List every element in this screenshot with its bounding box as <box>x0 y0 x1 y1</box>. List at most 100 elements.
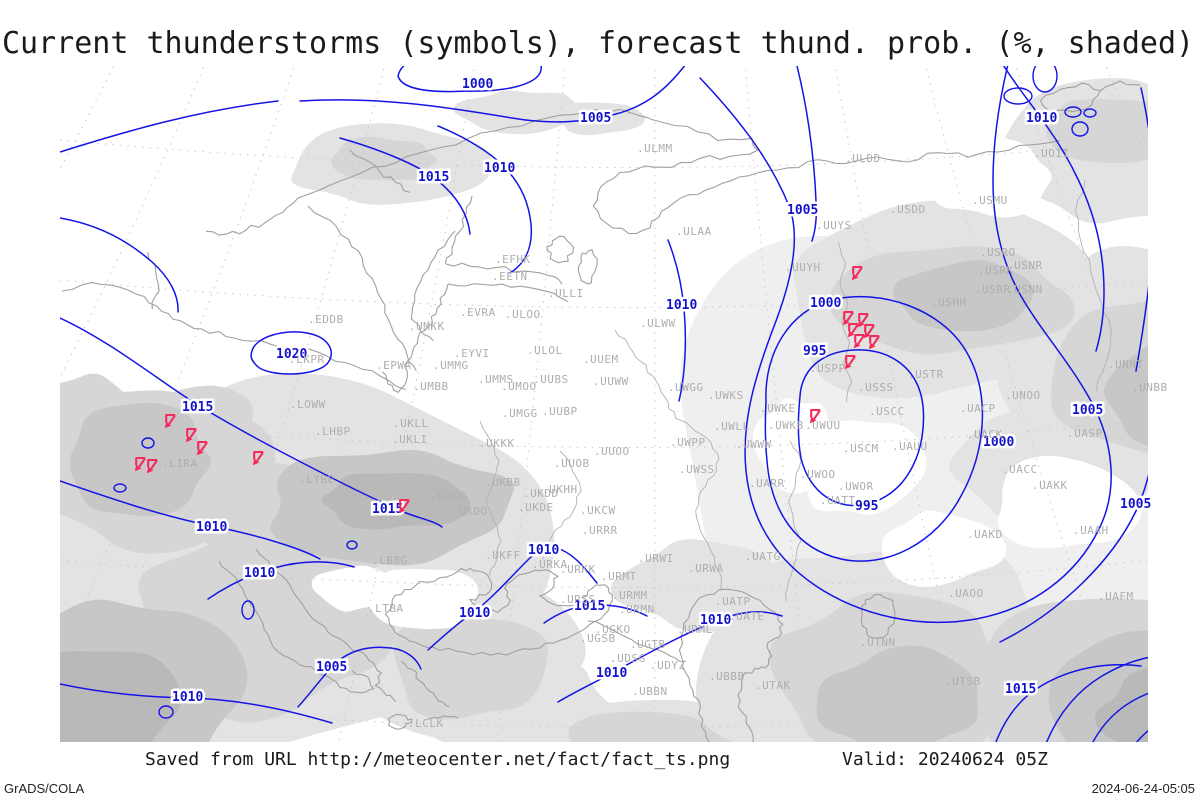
isobar-line <box>1135 87 1148 372</box>
station-id-label: .URML <box>677 623 713 636</box>
thunderstorm-icon-strokes <box>843 310 854 322</box>
station-id-label: .UMMS <box>478 373 514 386</box>
parallel-line <box>60 699 1148 728</box>
parallel-line <box>60 139 1148 168</box>
shade-blob <box>69 402 211 517</box>
coastline <box>546 235 575 264</box>
station-id-label: .USHH <box>931 296 967 309</box>
station-id-label: .UTSB <box>945 675 981 688</box>
thunderstorm-icon-strokes <box>147 458 158 470</box>
isobar-line <box>427 547 598 651</box>
shade-blob <box>331 136 437 181</box>
shade-hole <box>997 455 1142 549</box>
station-id-label: .UMMG <box>433 359 469 372</box>
isobar-line <box>543 604 648 624</box>
station-id-label: .UMGG <box>502 407 538 420</box>
station-id-label: .UOII <box>1034 147 1070 160</box>
isobar-ring <box>1083 108 1097 118</box>
station-id-label: .UWKS <box>708 389 744 402</box>
shade-hole <box>311 565 396 612</box>
station-id-label: .UKBB <box>485 476 521 489</box>
isobar-line <box>397 66 542 93</box>
station-id-label: .UKLL <box>393 417 429 430</box>
shade-hole <box>881 510 1007 588</box>
isobar-labels: 1000 1005 1010 1015 1020 1015 1010 1010 1010 1015… <box>170 75 1154 708</box>
thunderstorm-icon <box>252 450 264 466</box>
station-id-label: .UWSS <box>679 463 715 476</box>
river-line <box>1075 179 1112 392</box>
isobar-line <box>299 66 686 123</box>
isobar-ring <box>113 483 127 493</box>
isobar-label: 1015 <box>418 170 449 185</box>
coastline <box>387 713 413 730</box>
station-id-label: .UATT <box>820 494 856 507</box>
isobar-label: 1010 <box>528 543 559 558</box>
thunderstorm-icon-strokes <box>810 408 821 420</box>
thunderstorm-icon-arrowhead <box>847 330 855 338</box>
station-id-label: .EPWA <box>376 359 412 372</box>
station-id-label: .UWOO <box>800 468 836 481</box>
isobar-line <box>60 480 321 560</box>
coastline <box>444 195 473 264</box>
station-id-label: .UKFF <box>485 549 521 562</box>
station-id-label: .EVRA <box>460 306 496 319</box>
isobar-label: 1005 <box>787 203 818 218</box>
river-line <box>837 241 853 403</box>
thunderstorm-icon-arrowhead <box>196 448 204 456</box>
river-line <box>784 440 802 602</box>
shade-hole <box>908 135 1052 218</box>
station-id-label: .UUYS <box>816 219 852 232</box>
isobar-ring <box>1003 87 1033 105</box>
isobar-ring <box>1032 66 1058 93</box>
coastline <box>678 588 784 742</box>
station-id-label: .UWWW <box>736 438 772 451</box>
isobar-line <box>699 66 1112 624</box>
coastline <box>330 670 375 694</box>
station-id-label: .ULAA <box>676 225 712 238</box>
meridian-line <box>834 66 973 742</box>
shade-blob <box>1104 345 1148 446</box>
thunderstorm-icon-strokes <box>186 427 197 439</box>
isobar-ring <box>1071 121 1089 137</box>
grads-credit: GrADS/COLA <box>4 781 85 796</box>
thunderstorm-icon <box>809 408 821 424</box>
thunderstorm-icon-arrowhead <box>398 506 406 514</box>
station-id-label: .UWKE <box>760 402 796 415</box>
coastline <box>587 620 686 662</box>
isobar-ring <box>141 437 155 449</box>
coastline <box>445 262 563 285</box>
coastline <box>384 567 613 656</box>
station-id-label: .URMN <box>619 603 655 616</box>
station-id-label: .UACC <box>1002 463 1038 476</box>
isobar-label: 1015 <box>574 599 605 614</box>
meridian-line <box>337 66 476 742</box>
station-id-label: .UMKK <box>409 320 445 333</box>
station-id-label: .UTNN <box>860 636 896 649</box>
valid-time-text: Valid: 20240624 05Z <box>842 749 1048 770</box>
coastline <box>205 197 299 236</box>
thunderstorm-icon <box>844 354 856 370</box>
station-id-label: .URWI <box>638 552 674 565</box>
isobar-line <box>999 474 1148 643</box>
station-id-label: .LTBA <box>368 602 404 615</box>
station-id-label: .URWA <box>688 562 724 575</box>
station-id-label: .ULMM <box>637 142 673 155</box>
station-id-label: .USCC <box>869 405 905 418</box>
station-id-label: .LIRA <box>162 457 198 470</box>
shade-blob <box>568 711 732 742</box>
station-id-label: .UWKB <box>768 419 804 432</box>
coastline <box>218 560 332 679</box>
thunderstorm-icon <box>857 312 869 328</box>
thunderstorm-icon-strokes <box>864 323 875 335</box>
station-id-label: .UARR <box>749 477 785 490</box>
isobar-label: 1015 <box>182 400 213 415</box>
thunderstorm-icon-strokes <box>848 322 859 334</box>
coastline <box>307 205 417 372</box>
station-id-label: .UUOB <box>554 457 590 470</box>
isobar-label: 1000 <box>810 296 841 311</box>
station-id-label: .LHBP <box>315 425 351 438</box>
station-id-label: .UKDD <box>523 487 559 500</box>
isobar-line <box>437 125 533 274</box>
parallel-line <box>60 279 1148 308</box>
isobar-label: 1000 <box>983 435 1014 450</box>
